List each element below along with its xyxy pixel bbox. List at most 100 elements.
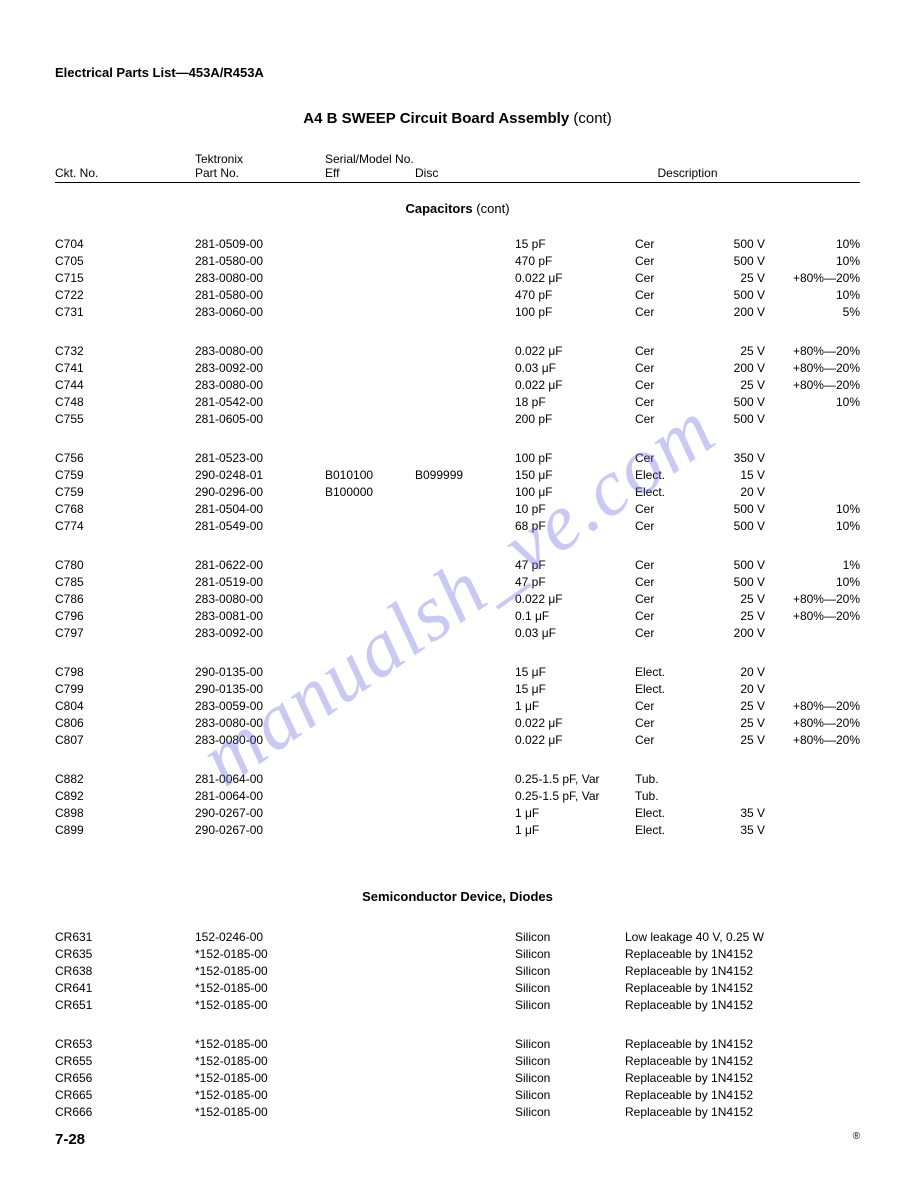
cell-tolerance (775, 450, 860, 467)
cell-disc (415, 715, 515, 732)
cell-eff (325, 557, 415, 574)
cell-part: 281-0549-00 (195, 518, 325, 535)
cell-eff (325, 377, 415, 394)
cell-value: 150 μF (515, 467, 635, 484)
cell-disc (415, 788, 515, 805)
cell-value: 47 pF (515, 557, 635, 574)
cell-part: 290-0267-00 (195, 805, 325, 822)
cell-ckt: C806 (55, 715, 195, 732)
cell-tolerance: 10% (775, 287, 860, 304)
table-row: C759290-0248-01B010100B099999150 μFElect… (55, 467, 860, 484)
cell-ckt: C741 (55, 360, 195, 377)
cell-value: Silicon (515, 946, 625, 963)
cell-value: 0.022 μF (515, 591, 635, 608)
section-diodes: Semiconductor Device, Diodes (55, 889, 860, 904)
cell-eff (325, 664, 415, 681)
cell-ckt: C759 (55, 467, 195, 484)
cell-value: 0.03 μF (515, 625, 635, 642)
cell-part: *152-0185-00 (195, 1087, 335, 1104)
cell-part: 290-0296-00 (195, 484, 325, 501)
cell-value: 1 μF (515, 805, 635, 822)
cell-type: Cer (635, 236, 700, 253)
cell-ckt: CR656 (55, 1070, 195, 1087)
table-row: C807283-0080-000.022 μFCer25 V+80%—20% (55, 732, 860, 749)
cell-ckt: C756 (55, 450, 195, 467)
cell-voltage (700, 771, 775, 788)
cell-value: Silicon (515, 1104, 625, 1121)
cell-part: 281-0064-00 (195, 788, 325, 805)
cell-type: Cer (635, 450, 700, 467)
cell-eff (325, 287, 415, 304)
table-row: C759290-0296-00B100000100 μFElect.20 V (55, 484, 860, 501)
cell-value: 0.25-1.5 pF, Var (515, 788, 635, 805)
cell-ckt: C744 (55, 377, 195, 394)
table-row: CR641*152-0185-00SiliconReplaceable by 1… (55, 980, 860, 997)
cell-description: Replaceable by 1N4152 (625, 946, 860, 963)
table-row: C704281-0509-0015 pFCer500 V10% (55, 236, 860, 253)
cell-value: 470 pF (515, 287, 635, 304)
cell-value: Silicon (515, 963, 625, 980)
table-row: C755281-0605-00200 pFCer500 V (55, 411, 860, 428)
cell-eff (325, 771, 415, 788)
table-row: C882281-0064-000.25-1.5 pF, VarTub. (55, 771, 860, 788)
cell-type: Cer (635, 304, 700, 321)
cell-part: 283-0080-00 (195, 377, 325, 394)
cell-voltage: 20 V (700, 484, 775, 501)
cell-ckt: CR666 (55, 1104, 195, 1121)
cell-type: Cer (635, 360, 700, 377)
cell-ckt: C798 (55, 664, 195, 681)
cell-disc (415, 484, 515, 501)
table-row: C756281-0523-00100 pFCer350 V (55, 450, 860, 467)
cell-tolerance: 10% (775, 501, 860, 518)
diode-blocks: CR631152-0246-00SiliconLow leakage 40 V,… (55, 929, 860, 1121)
cell-part: *152-0185-00 (195, 1036, 335, 1053)
cell-tolerance: +80%—20% (775, 360, 860, 377)
cell-type: Cer (635, 591, 700, 608)
cell-tolerance (775, 788, 860, 805)
cell-type: Cer (635, 343, 700, 360)
cell-type: Tub. (635, 771, 700, 788)
table-row: C768281-0504-0010 pFCer500 V10% (55, 501, 860, 518)
cell-value: Silicon (515, 980, 625, 997)
document-header: Electrical Parts List—453A/R453A (55, 65, 860, 80)
cell-part: *152-0185-00 (195, 946, 335, 963)
table-row: C806283-0080-000.022 μFCer25 V+80%—20% (55, 715, 860, 732)
cell-part: 290-0248-01 (195, 467, 325, 484)
col-description: Description (515, 166, 860, 180)
cell-ckt: CR653 (55, 1036, 195, 1053)
table-row: CR635*152-0185-00SiliconReplaceable by 1… (55, 946, 860, 963)
cell-value: Silicon (515, 1087, 625, 1104)
page-title: A4 B SWEEP Circuit Board Assembly (cont) (55, 110, 860, 127)
table-block: CR631152-0246-00SiliconLow leakage 40 V,… (55, 929, 860, 1014)
col-disc: Disc (415, 166, 515, 180)
table-row: C741283-0092-000.03 μFCer200 V+80%—20% (55, 360, 860, 377)
cell-value: 100 pF (515, 304, 635, 321)
cell-ckt: C768 (55, 501, 195, 518)
table-row: C748281-0542-0018 pFCer500 V10% (55, 394, 860, 411)
cell-ckt: CR655 (55, 1053, 195, 1070)
cell-disc (415, 681, 515, 698)
cell-value: Silicon (515, 1070, 625, 1087)
cell-description: Replaceable by 1N4152 (625, 997, 860, 1014)
cell-tolerance (775, 625, 860, 642)
table-row: C744283-0080-000.022 μFCer25 V+80%—20% (55, 377, 860, 394)
cell-part: *152-0185-00 (195, 980, 335, 997)
table-row: C899290-0267-001 μFElect.35 V (55, 822, 860, 839)
cell-disc (415, 574, 515, 591)
section-cap-label: Capacitors (405, 201, 472, 216)
cell-type: Cer (635, 501, 700, 518)
cell-disc (415, 805, 515, 822)
cell-disc (415, 377, 515, 394)
cell-disc (415, 664, 515, 681)
table-row: CR666*152-0185-00SiliconReplaceable by 1… (55, 1104, 860, 1121)
cell-tolerance: +80%—20% (775, 715, 860, 732)
cell-disc (415, 287, 515, 304)
cell-eff (325, 805, 415, 822)
cell-description: Replaceable by 1N4152 (625, 1053, 860, 1070)
cell-type: Elect. (635, 484, 700, 501)
cell-description: Replaceable by 1N4152 (625, 980, 860, 997)
cell-ckt: C804 (55, 698, 195, 715)
cell-disc (415, 343, 515, 360)
cell-part: 281-0519-00 (195, 574, 325, 591)
table-row: C785281-0519-0047 pFCer500 V10% (55, 574, 860, 591)
